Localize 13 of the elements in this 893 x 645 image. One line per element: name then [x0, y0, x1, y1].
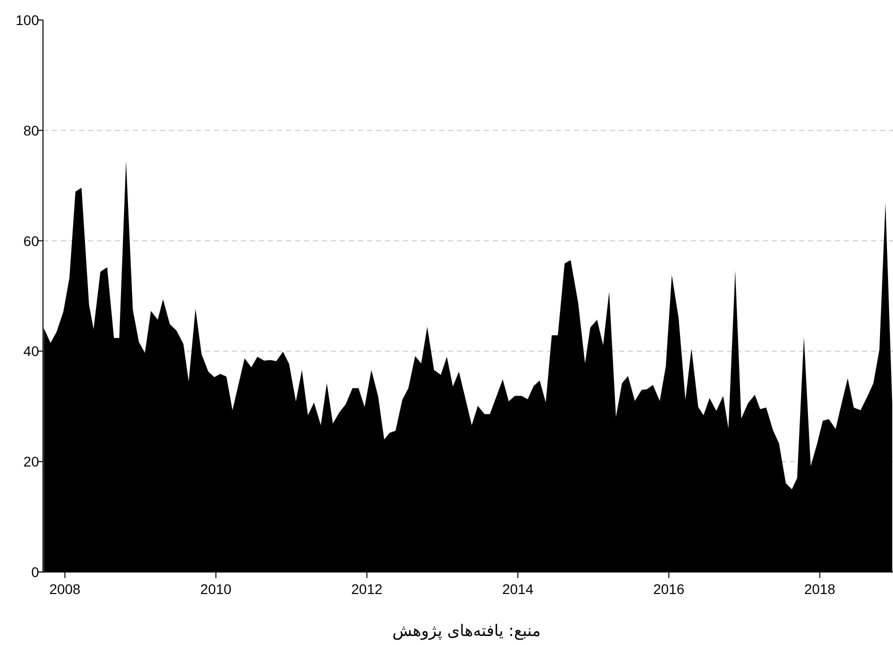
- x-tick-label: 2010: [200, 581, 232, 597]
- y-tick-label: 60: [23, 232, 40, 249]
- text: منبع: یافته‌های پژوهش: [392, 621, 541, 640]
- x-tick-label: 2014: [502, 581, 534, 597]
- y-tick-label: 100: [16, 12, 40, 28]
- y-tick-label: 80: [23, 122, 40, 138]
- x-tick-label: 2018: [804, 581, 836, 597]
- x-tick-label: 2012: [351, 581, 383, 597]
- x-tick-label: 2016: [653, 581, 685, 597]
- y-tick-label: 20: [23, 454, 40, 470]
- y-tick-label: 40: [23, 343, 40, 360]
- y-tick-label: 0: [31, 564, 40, 580]
- x-tick-label: 2008: [49, 581, 81, 597]
